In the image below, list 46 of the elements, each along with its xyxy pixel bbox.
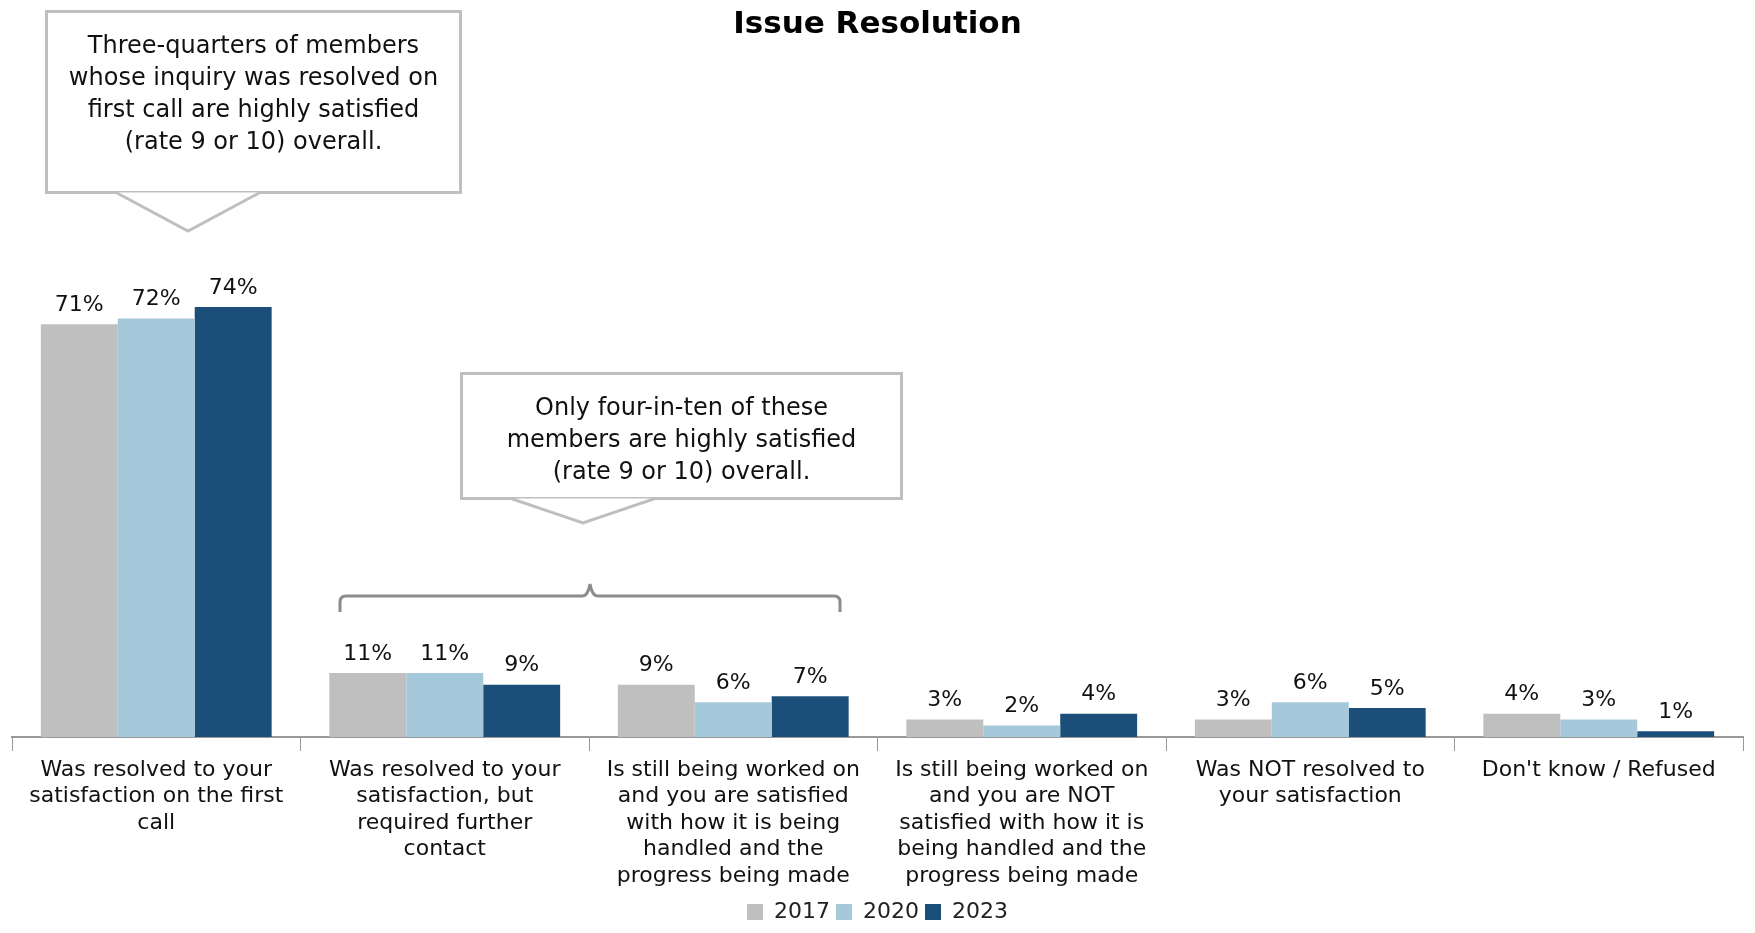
x-tick-label: Was NOT resolved to your satisfaction <box>1195 755 1425 808</box>
bar <box>1271 702 1349 737</box>
data-label: 11% <box>343 639 393 665</box>
bar <box>906 719 984 737</box>
bar <box>771 696 849 737</box>
data-label: 9% <box>504 651 540 677</box>
bar <box>117 318 195 737</box>
data-label: 7% <box>792 663 828 689</box>
chart-title: Issue Resolution <box>733 4 1022 40</box>
data-label: 71% <box>54 291 104 317</box>
data-label: 6% <box>1292 668 1328 694</box>
bar <box>406 673 484 737</box>
x-tick-label: Is still being worked on and you are NOT satisfied with how it is being handled and the progress being made <box>895 755 1149 887</box>
bar <box>483 684 561 737</box>
bar <box>329 673 407 737</box>
data-label: 3% <box>1215 686 1251 712</box>
data-label: 1% <box>1658 697 1694 723</box>
bar <box>1348 707 1426 737</box>
legend-label: 2023 <box>951 897 1008 923</box>
bar <box>1637 731 1715 737</box>
x-tick-label: Is still being worked on and you are satisfied with how it is being handled and the progress being made <box>606 755 860 887</box>
bar <box>1060 713 1138 737</box>
bar <box>617 684 695 737</box>
data-label: 6% <box>715 668 751 694</box>
data-label: 3% <box>927 686 963 712</box>
x-tick-label: Was resolved to your satisfaction, but required further contact <box>329 755 562 861</box>
data-label: 74% <box>208 273 258 299</box>
data-label: 72% <box>131 285 181 311</box>
x-tick-label: Don't know / Refused <box>1481 755 1716 781</box>
data-label: 4% <box>1081 680 1117 706</box>
bar <box>694 702 772 737</box>
bar <box>1483 713 1561 737</box>
legend-label: 2017 <box>774 897 831 923</box>
data-label: 3% <box>1581 686 1617 712</box>
legend-label: 2020 <box>863 897 920 923</box>
bar <box>983 725 1061 737</box>
x-tick-label: Was resolved to your satisfaction on the first call <box>29 755 284 834</box>
bar <box>1194 719 1272 737</box>
data-label: 9% <box>638 651 674 677</box>
bar <box>194 306 272 737</box>
bar <box>1560 719 1638 737</box>
data-label: 4% <box>1504 680 1540 706</box>
data-label: 2% <box>1004 692 1040 718</box>
data-label: 5% <box>1369 674 1405 700</box>
data-label: 11% <box>420 639 470 665</box>
bar <box>40 324 118 737</box>
